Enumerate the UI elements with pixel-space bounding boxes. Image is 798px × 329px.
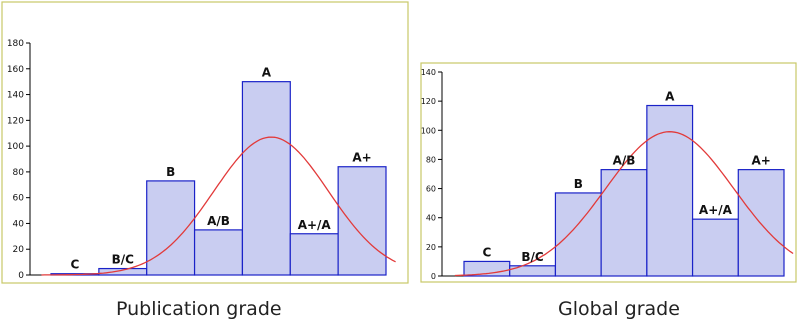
y-tick-label: 60	[13, 194, 25, 204]
publication-grade-chart: 0 20 40 60 80 100 120 140 160 180 C B/C B A/B A A+/A A+	[0, 0, 412, 285]
chart-frame	[420, 62, 797, 283]
bar-label-aplus: A+	[751, 154, 770, 168]
y-tick-label: 0	[18, 271, 24, 281]
bar-label-aplus-a: A+/A	[699, 203, 733, 217]
global-grade-chart: 0 20 40 60 80 100 120 140 C B/C B A/B A A+/A A+	[420, 62, 798, 284]
bar-label-a: A	[665, 90, 675, 104]
chart-frame	[1, 1, 409, 284]
y-tick-label: 40	[426, 214, 436, 223]
bar-a-b	[193, 229, 244, 276]
y-tick-label: 140	[421, 68, 436, 77]
bar-label-b-c: B/C	[112, 253, 135, 267]
bar-label-a-b: A/B	[207, 214, 230, 228]
y-tick-label: 40	[13, 219, 25, 229]
bar-label-c: C	[482, 245, 491, 259]
y-tick-label: 100	[7, 142, 24, 152]
bar-aplus-a	[691, 218, 739, 277]
bar-label-b: B	[166, 165, 175, 179]
normal-fit-curve	[41, 136, 396, 276]
y-tick-label: 120	[421, 97, 436, 106]
bar-a	[241, 81, 291, 276]
y-tick-label: 140	[7, 91, 24, 101]
bar-label-b-c: B/C	[521, 250, 544, 264]
publication-grade-caption: Publication grade	[116, 298, 282, 320]
y-tick-label: 80	[426, 155, 436, 164]
global-grade-caption: Global grade	[558, 298, 680, 320]
y-tick-label: 180	[7, 39, 24, 49]
y-tick-label: 0	[431, 272, 436, 281]
y-tick-label: 20	[426, 243, 436, 252]
bar-a-b	[600, 169, 648, 277]
y-tick-label: 20	[13, 245, 25, 255]
normal-fit-curve	[454, 131, 794, 277]
bar-aplus	[337, 166, 387, 276]
bar-label-aplus-a: A+/A	[298, 218, 332, 232]
bar-aplus-a	[289, 233, 339, 276]
bar-b	[554, 192, 602, 277]
bar-label-a-b: A/B	[613, 154, 636, 168]
bar-label-b: B	[574, 177, 583, 191]
y-tick-label: 120	[7, 116, 24, 126]
bar-a	[646, 104, 694, 277]
y-tick-label: 80	[13, 168, 25, 178]
y-tick-label: 100	[421, 126, 436, 135]
bar-label-a: A	[262, 66, 272, 80]
bar-label-c: C	[71, 258, 80, 272]
bar-label-aplus: A+	[352, 151, 371, 165]
y-tick-label: 160	[7, 65, 24, 75]
y-tick-label: 60	[426, 185, 436, 194]
bar-aplus	[737, 169, 785, 277]
